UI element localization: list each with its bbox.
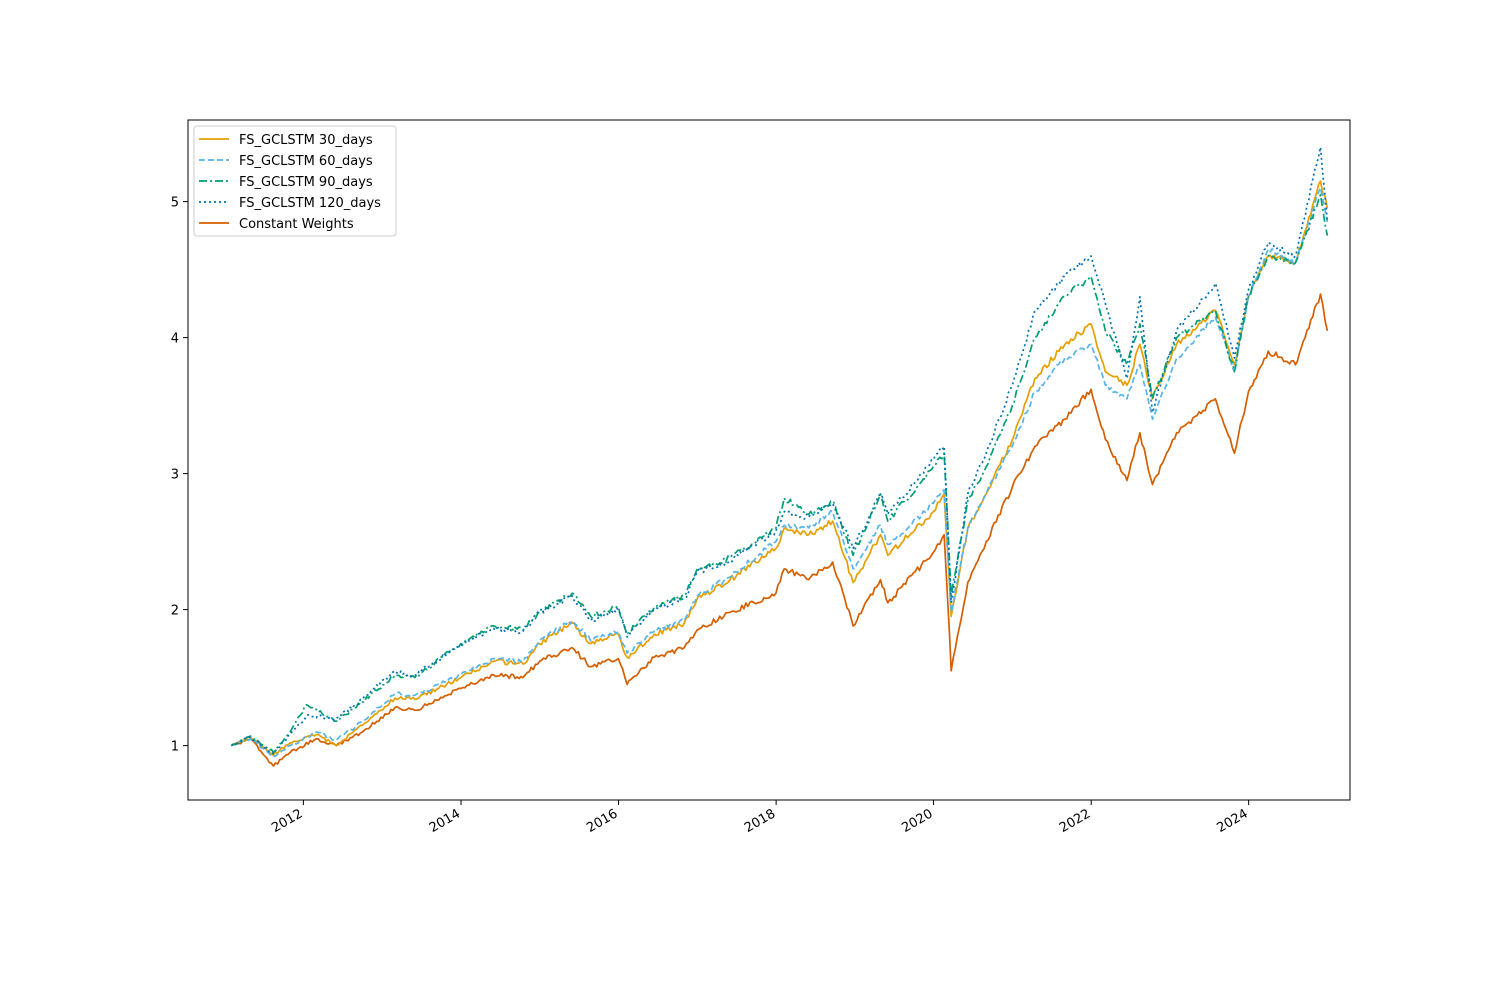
y-tick-label: 2: [171, 604, 179, 619]
series-line-4: [230, 146, 1329, 755]
legend-label-3: FS_GCLSTM 90_days: [239, 175, 373, 190]
series-line-1: [230, 180, 1329, 756]
legend-box: [193, 125, 397, 237]
y-tick-label: 3: [171, 468, 179, 483]
series-line-2: [230, 187, 1329, 758]
legend-label-5: Constant Weights: [239, 217, 354, 232]
x-tick-label: 2024: [1214, 806, 1250, 836]
legend-label-1: FS_GCLSTM 30_days: [239, 133, 373, 148]
plot-frame: [187, 119, 1351, 801]
x-tick-label: 2014: [427, 806, 463, 836]
legend-label-2: FS_GCLSTM 60_days: [239, 154, 373, 169]
x-tick-label: 2022: [1057, 806, 1093, 836]
y-tick-label: 1: [171, 740, 179, 755]
series-layer: [230, 146, 1329, 767]
series-line-3: [230, 193, 1329, 754]
x-tick-label: 2012: [269, 806, 305, 836]
y-tick-label: 5: [171, 196, 179, 211]
series-line-5: [230, 293, 1329, 767]
legend-label-4: FS_GCLSTM 120_days: [239, 196, 381, 211]
x-tick-label: 2016: [584, 806, 620, 836]
x-tick-label: 2018: [742, 806, 778, 836]
x-tick-label: 2020: [899, 806, 935, 836]
y-tick-label: 4: [171, 332, 179, 347]
legend: FS_GCLSTM 30_days FS_GCLSTM 60_days FS_GCL…: [193, 125, 397, 237]
